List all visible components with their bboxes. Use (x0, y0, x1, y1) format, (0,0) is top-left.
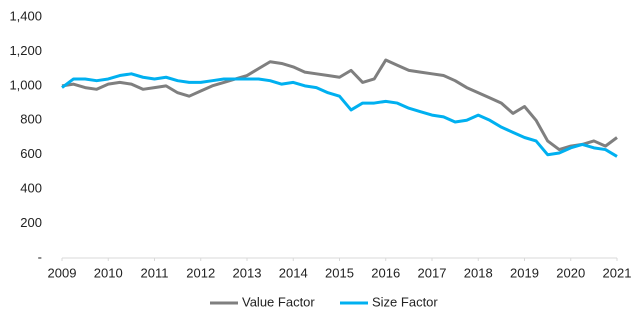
x-tick-label: 2015 (325, 265, 354, 280)
y-tick-label: 400 (20, 181, 42, 196)
x-tick-label: 2017 (418, 265, 447, 280)
legend-label: Size Factor (372, 294, 438, 309)
series-line (61, 58, 618, 152)
y-tick-label: 1,200 (9, 43, 42, 58)
y-tick-label: 1,000 (9, 77, 42, 92)
x-tick-label: 2019 (510, 265, 539, 280)
y-tick-label: 200 (20, 215, 42, 230)
x-tick-label: 2021 (603, 265, 632, 280)
series-line (61, 72, 618, 158)
x-tick-label: 2014 (279, 265, 308, 280)
y-tick-label: 600 (20, 146, 42, 161)
legend-label: Value Factor (242, 294, 315, 309)
y-tick-label: - (38, 249, 42, 264)
x-tick-label: 2012 (186, 265, 215, 280)
x-tick-label: 2016 (371, 265, 400, 280)
y-tick-label: 1,400 (9, 8, 42, 23)
x-tick-label: 2010 (94, 265, 123, 280)
y-tick-label: 800 (20, 112, 42, 127)
x-tick-label: 2011 (141, 265, 169, 280)
x-tick-label: 2013 (233, 265, 262, 280)
x-tick-label: 2018 (464, 265, 493, 280)
x-tick-label: 2009 (48, 265, 77, 280)
x-tick-label: 2020 (556, 265, 585, 280)
